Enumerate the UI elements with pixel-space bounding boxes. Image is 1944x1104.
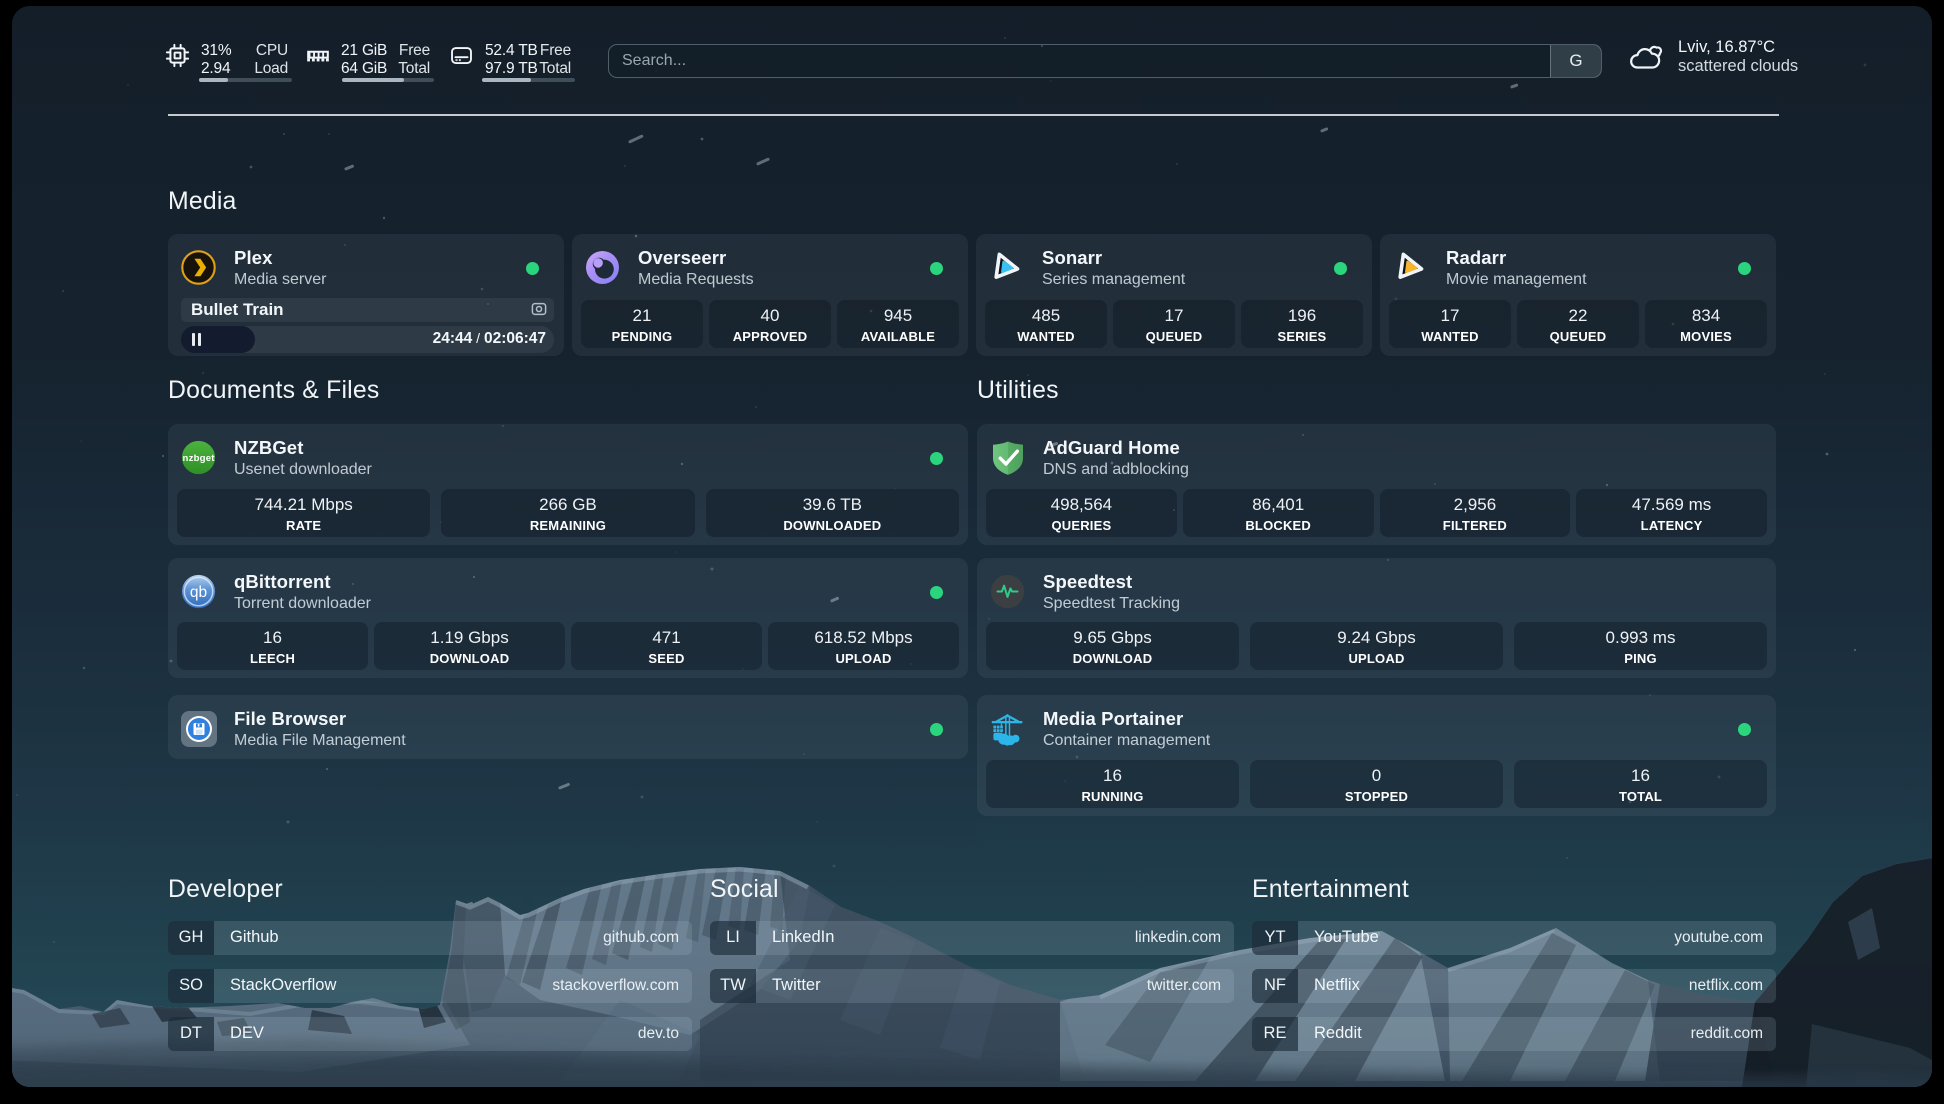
svg-text:qb: qb [190, 584, 207, 601]
svg-text:nzbget: nzbget [183, 453, 216, 464]
